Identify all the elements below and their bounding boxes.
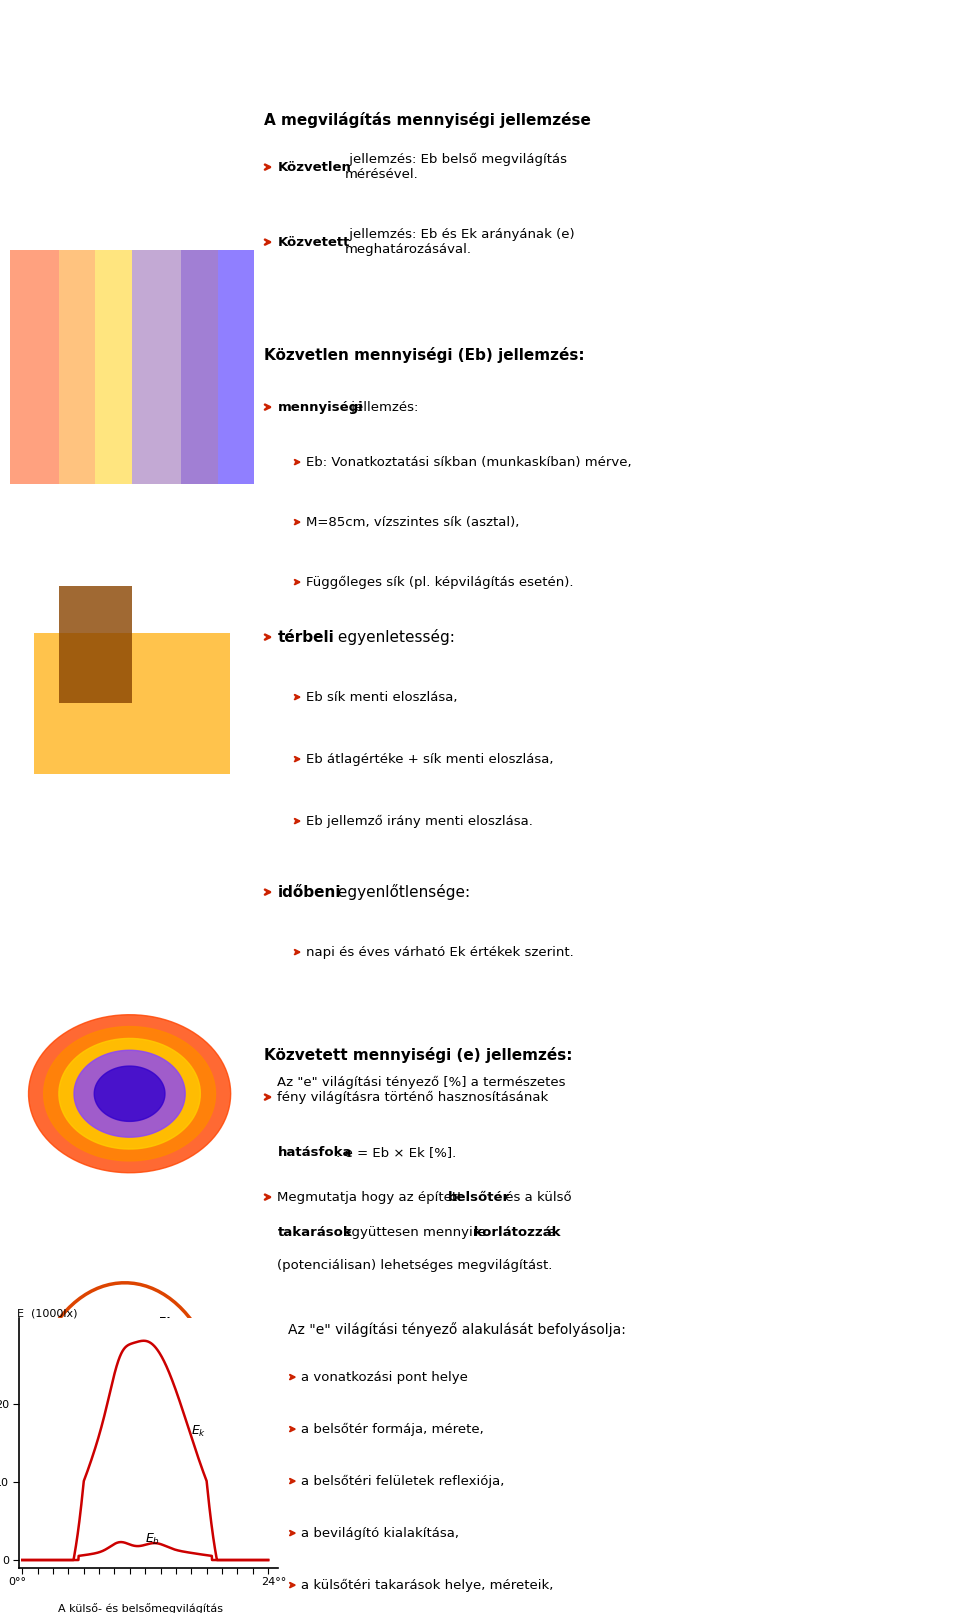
- Text: Megmutatja hogy az épített: Megmutatja hogy az épített: [277, 1190, 468, 1203]
- Text: egyenlőtlensége:: egyenlőtlensége:: [332, 884, 469, 900]
- Text: a bevilágító kialakítása,: a bevilágító kialakítása,: [301, 1526, 460, 1539]
- Text: Eb: Vonatkoztatási síkban (munkaskíban) mérve,: Eb: Vonatkoztatási síkban (munkaskíban) …: [306, 455, 632, 469]
- Text: Függőleges sík (pl. képvilágítás esetén).: Függőleges sík (pl. képvilágítás esetén)…: [306, 576, 574, 589]
- Text: korlátozzák: korlátozzák: [469, 1226, 561, 1239]
- Bar: [10, 250, 22, 484]
- Text: Eb: Eb: [113, 1407, 127, 1416]
- Text: : e = Eb × Ek [%].: : e = Eb × Ek [%].: [336, 1145, 456, 1158]
- Bar: [132, 250, 144, 484]
- Text: 24°°: 24°°: [261, 1578, 286, 1587]
- Bar: [83, 250, 95, 484]
- Text: Közvetlen: Közvetlen: [277, 161, 351, 174]
- Text: A külső- és belsőmegvilágítás
napi változásának jellege: A külső- és belsőmegvilágítás napi válto…: [58, 1603, 223, 1613]
- Text: Közvetett mennyiségi (e) jellemzés:: Közvetett mennyiségi (e) jellemzés:: [264, 1047, 572, 1063]
- Bar: [180, 250, 193, 484]
- Text: a belsőtér formája, mérete,: a belsőtér formája, mérete,: [301, 1423, 484, 1436]
- Text: napi és éves várható Ek értékek szerint.: napi és éves várható Ek értékek szerint.: [306, 945, 574, 958]
- Bar: [59, 587, 132, 703]
- Text: $E_k$: $E_k$: [191, 1424, 206, 1439]
- Ellipse shape: [21, 1394, 228, 1445]
- Text: $E_b$: $E_b$: [145, 1532, 160, 1547]
- Polygon shape: [44, 1026, 216, 1161]
- Bar: [242, 250, 254, 484]
- Text: A megvilágítás mennyiségi jellemzése: A megvilágítás mennyiségi jellemzése: [264, 111, 590, 127]
- Bar: [35, 634, 230, 774]
- Text: M=85cm, vízszintes sík (asztal),: M=85cm, vízszintes sík (asztal),: [306, 516, 519, 529]
- Text: a külsőtéri takarások helye, méreteik,: a külsőtéri takarások helye, méreteik,: [301, 1579, 554, 1592]
- Text: FILETÓTH LEVENTE: FILETÓTH LEVENTE: [814, 1592, 948, 1605]
- Bar: [156, 250, 169, 484]
- Text: Eb átlagértéke + sík menti eloszlása,: Eb átlagértéke + sík menti eloszlása,: [306, 753, 554, 766]
- Text: TERMÉSZETES VILÁGÍTÁS: TERMÉSZETES VILÁGÍTÁS: [12, 11, 228, 26]
- Text: 0°°: 0°°: [8, 1578, 26, 1587]
- Polygon shape: [29, 1015, 230, 1173]
- Bar: [22, 250, 35, 484]
- Text: belsőtér: belsőtér: [448, 1190, 511, 1203]
- Bar: [108, 250, 120, 484]
- Text: egyenletesség:: egyenletesség:: [332, 629, 454, 645]
- Bar: [71, 250, 83, 484]
- Text: 18.: 18.: [922, 11, 948, 26]
- Bar: [169, 250, 180, 484]
- Text: a: a: [544, 1226, 557, 1239]
- Text: időbeni: időbeni: [277, 884, 341, 900]
- Text: jellemzés: Eb belső megvilágítás
mérésével.: jellemzés: Eb belső megvilágítás mérésév…: [345, 153, 566, 181]
- Text: (potenciálisan) lehetséges megvilágítást.: (potenciálisan) lehetséges megvilágítást…: [277, 1258, 553, 1271]
- Bar: [193, 250, 205, 484]
- Polygon shape: [94, 1066, 165, 1121]
- Text: BME-ÉSZK-ÉPENERG: BME-ÉSZK-ÉPENERG: [12, 1592, 152, 1605]
- Text: térbeli: térbeli: [277, 629, 334, 645]
- Text: Eb jellemző irány menti eloszlása.: Eb jellemző irány menti eloszlása.: [306, 815, 533, 827]
- Text: jellemzés: Eb és Ek arányának (e)
meghatározásával.: jellemzés: Eb és Ek arányának (e) meghat…: [345, 227, 574, 256]
- Text: együttesen mennyire: együttesen mennyire: [339, 1226, 486, 1239]
- Polygon shape: [59, 1039, 201, 1148]
- Bar: [230, 250, 242, 484]
- Bar: [46, 250, 59, 484]
- Bar: [218, 250, 230, 484]
- Text: Közvetett: Közvetett: [277, 235, 349, 248]
- Polygon shape: [74, 1050, 185, 1137]
- Text: E  (1000lx): E (1000lx): [17, 1308, 78, 1319]
- Bar: [144, 250, 156, 484]
- Text: Az "e" világítási tényező [%] a természetes
fény világításra történő hasznosítás: Az "e" világítási tényező [%] a természe…: [277, 1076, 566, 1119]
- Text: a belsőtéri felületek reflexiója,: a belsőtéri felületek reflexiója,: [301, 1474, 505, 1487]
- Text: takarások: takarások: [277, 1226, 352, 1239]
- Text: és a külső: és a külső: [501, 1190, 572, 1203]
- Text: hatásfoka: hatásfoka: [277, 1145, 352, 1158]
- Text: jellemzés:: jellemzés:: [347, 400, 418, 413]
- Text: Az "e" világítási tényező alakulását befolyásolja:: Az "e" világítási tényező alakulását bef…: [288, 1323, 626, 1337]
- Bar: [120, 250, 132, 484]
- Text: Eb sík menti eloszlása,: Eb sík menti eloszlása,: [306, 690, 458, 703]
- Bar: [205, 250, 218, 484]
- Text: Közvetlen mennyiségi (Eb) jellemzés:: Közvetlen mennyiségi (Eb) jellemzés:: [264, 347, 585, 363]
- Text: a vonatkozási pont helye: a vonatkozási pont helye: [301, 1371, 468, 1384]
- Bar: [95, 250, 108, 484]
- Bar: [59, 250, 71, 484]
- Bar: [35, 250, 46, 484]
- Text: mennyiségi: mennyiségi: [277, 400, 363, 413]
- Text: Ek: Ek: [159, 1316, 175, 1327]
